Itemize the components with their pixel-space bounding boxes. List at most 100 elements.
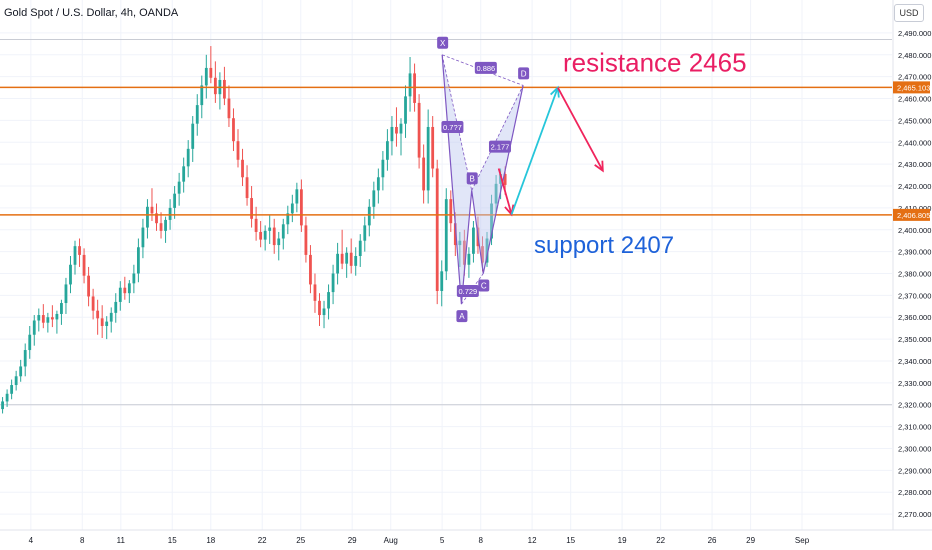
price-tick-label: 2,410.000 bbox=[898, 204, 931, 213]
harmonic-ratio-badge[interactable] bbox=[474, 61, 497, 74]
candle-body bbox=[10, 385, 14, 394]
candle-body bbox=[444, 199, 448, 272]
time-tick-label: 18 bbox=[206, 536, 215, 545]
candle-body bbox=[376, 177, 380, 191]
candle-body bbox=[23, 350, 27, 367]
candle-body bbox=[241, 159, 244, 178]
price-tick-label: 2,460.000 bbox=[898, 95, 931, 104]
harmonic-ratio-line bbox=[471, 85, 524, 191]
candle-body bbox=[390, 126, 394, 142]
price-tick-label: 2,420.000 bbox=[898, 182, 931, 191]
candle-body bbox=[349, 252, 353, 266]
harmonic-point-b-badge[interactable] bbox=[466, 172, 478, 185]
candle-body bbox=[1, 401, 4, 410]
price-tick-label: 2,280.000 bbox=[898, 488, 931, 497]
candle-body bbox=[467, 253, 471, 265]
candle-body bbox=[358, 240, 362, 257]
candle-body bbox=[435, 168, 439, 291]
candle-body bbox=[494, 183, 498, 204]
candle-body bbox=[64, 284, 68, 304]
candle-body bbox=[272, 227, 276, 246]
candle-body bbox=[41, 315, 45, 323]
candle-body bbox=[127, 283, 131, 294]
candle-body bbox=[322, 308, 326, 316]
candle-body bbox=[304, 225, 308, 255]
support-annotation: support 2407 bbox=[534, 232, 674, 259]
price-tick-label: 2,480.000 bbox=[898, 51, 931, 60]
candle-body bbox=[73, 246, 77, 265]
horizontal-levels[interactable] bbox=[0, 86, 892, 216]
candle-body bbox=[490, 203, 493, 239]
projection-arrow-down-2-head bbox=[594, 160, 604, 173]
harmonic-ratio-badge[interactable] bbox=[488, 140, 511, 153]
candle-body bbox=[340, 253, 344, 264]
candle-body bbox=[453, 223, 457, 246]
candlestick-series bbox=[1, 46, 507, 414]
candle-body bbox=[395, 126, 398, 134]
price-axis[interactable]: 2,270.000 2,280.000 2,290.000 2,300.000 2,31… bbox=[892, 0, 932, 550]
candle-body bbox=[336, 253, 340, 274]
harmonic-ratio-label: 0.729 bbox=[458, 287, 477, 296]
candle-body bbox=[46, 317, 50, 323]
candle-body bbox=[263, 230, 267, 240]
candle-body bbox=[204, 67, 208, 86]
time-tick-label: 29 bbox=[348, 536, 357, 545]
candle-body bbox=[499, 173, 502, 184]
projection-arrow-down-2[interactable] bbox=[557, 87, 604, 172]
time-tick-label: 4 bbox=[29, 536, 34, 545]
candle-body bbox=[109, 312, 113, 322]
symbol-title[interactable]: Gold Spot / U.S. Dollar, 4h, OANDA bbox=[4, 7, 179, 19]
candle-body bbox=[354, 256, 358, 266]
price-tick-label: 2,390.000 bbox=[898, 248, 931, 257]
candle-body bbox=[440, 271, 444, 291]
price-level-tag[interactable] bbox=[893, 81, 930, 94]
harmonic-ratio-badge[interactable] bbox=[441, 120, 464, 133]
candle-body bbox=[404, 96, 407, 124]
projection-arrow-up[interactable] bbox=[510, 87, 559, 215]
projection-arrows[interactable] bbox=[497, 85, 604, 217]
time-tick-label: 22 bbox=[258, 536, 267, 545]
candle-body bbox=[318, 300, 321, 316]
candle-body bbox=[399, 123, 403, 134]
price-level-tag[interactable] bbox=[893, 208, 930, 221]
harmonic-pattern[interactable]: X A B C D 0.886 0.7?7 0.729 2.177 bbox=[437, 36, 530, 323]
harmonic-point-x-badge[interactable] bbox=[437, 36, 449, 49]
candle-body bbox=[227, 98, 231, 119]
candle-body bbox=[37, 315, 41, 321]
candle-body bbox=[232, 118, 235, 142]
harmonic-ratio-badge[interactable] bbox=[456, 284, 479, 297]
harmonic-point-c-badge[interactable] bbox=[478, 279, 490, 292]
candle-body bbox=[259, 231, 263, 240]
currency-button[interactable]: USD bbox=[894, 4, 924, 22]
price-level-tag-label: 2,465.103 bbox=[897, 83, 930, 92]
candle-body bbox=[327, 292, 330, 309]
candle-body bbox=[87, 275, 90, 297]
candle-body bbox=[426, 126, 430, 191]
level-annotations: resistance 2465 support 2407 bbox=[534, 47, 747, 258]
time-axis[interactable]: 4 8 11 15 18 22 25 29 Aug 5 8 12 15 19 22 26 29 Sep bbox=[0, 529, 932, 545]
price-tick-label: 2,430.000 bbox=[898, 160, 931, 169]
harmonic-ratio-label: 0.7?7 bbox=[443, 123, 462, 132]
candle-body bbox=[19, 366, 23, 377]
candle-body bbox=[299, 189, 303, 226]
candle-body bbox=[309, 254, 312, 285]
candle-body bbox=[254, 218, 258, 232]
candle-body bbox=[213, 77, 217, 95]
time-tick-label: 15 bbox=[168, 536, 177, 545]
harmonic-point-d-badge[interactable] bbox=[518, 67, 530, 80]
harmonic-ratio-line bbox=[442, 54, 524, 86]
harmonic-triangle-bcd bbox=[471, 85, 524, 274]
price-tick-label: 2,360.000 bbox=[898, 313, 931, 322]
candle-body bbox=[146, 206, 149, 228]
projection-arrow-down-1[interactable] bbox=[497, 168, 513, 215]
price-tick-label: 2,400.000 bbox=[898, 226, 931, 235]
candle-body bbox=[132, 273, 136, 284]
price-tick-label: 2,320.000 bbox=[898, 401, 931, 410]
price-tick-label: 2,470.000 bbox=[898, 73, 931, 82]
candle-body bbox=[286, 213, 290, 225]
harmonic-point-a-badge[interactable] bbox=[456, 310, 468, 323]
candle-body bbox=[345, 252, 349, 264]
time-tick-label: 19 bbox=[618, 536, 627, 545]
candle-body bbox=[155, 213, 158, 224]
